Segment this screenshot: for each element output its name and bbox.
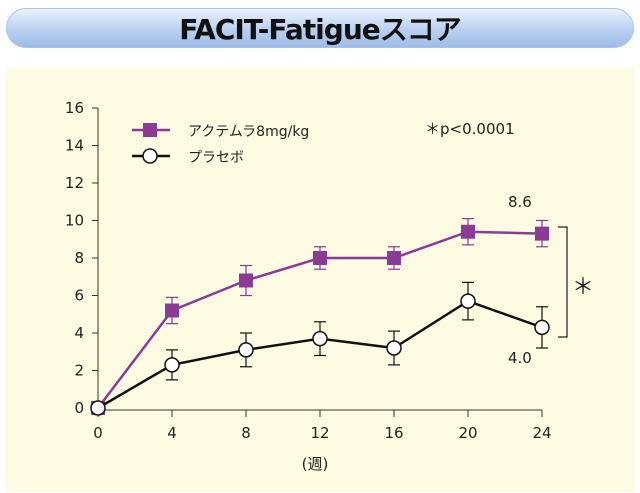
data-point <box>386 340 402 356</box>
series-0 <box>91 218 549 415</box>
p-value-label: ＊p<0.0001 <box>425 120 515 138</box>
significance-bracket <box>558 226 568 338</box>
series-layer <box>90 218 550 416</box>
data-point <box>461 224 475 239</box>
title-bar: FACIT-Fatigueスコア <box>6 8 634 48</box>
y-tick-label: 8 <box>74 249 84 267</box>
y-tick-label: 6 <box>74 287 84 305</box>
end-value-top: 8.6 <box>508 193 532 211</box>
x-tick-label: 12 <box>310 424 329 442</box>
data-point <box>90 400 106 416</box>
series-1 <box>90 281 550 416</box>
x-tick-label: 4 <box>167 424 177 442</box>
legend-label-placebo: プラセボ <box>188 150 244 166</box>
data-point <box>165 303 179 318</box>
y-tick-label: 0 <box>74 399 84 417</box>
legend-marker-actemra <box>143 123 157 137</box>
y-tick-label: 10 <box>65 212 84 230</box>
data-point <box>239 273 253 288</box>
y-tick-label: 12 <box>65 174 84 192</box>
data-point <box>460 293 476 309</box>
data-point <box>164 357 180 373</box>
significance-mark: ＊ <box>572 275 594 300</box>
y-tick-label: 2 <box>74 362 84 380</box>
x-tick-label: 20 <box>458 424 477 442</box>
x-tick-label: 16 <box>384 424 403 442</box>
end-value-bottom: 4.0 <box>508 349 532 367</box>
data-point <box>535 226 549 241</box>
data-point <box>238 342 254 358</box>
chart-panel <box>5 68 635 492</box>
y-tick-label: 4 <box>74 324 84 342</box>
y-tick-label: 14 <box>65 137 84 155</box>
data-point <box>312 330 328 347</box>
y-tick-label: 16 <box>65 99 84 117</box>
x-tick-label: 8 <box>241 424 251 442</box>
legend-label-actemra: アクテムラ8mg/kg <box>188 124 309 140</box>
data-point <box>387 251 401 265</box>
chart-title: FACIT-Fatigueスコア <box>179 13 462 46</box>
x-axis-label: (週) <box>302 455 329 473</box>
x-tick-label: 24 <box>532 424 551 442</box>
legend: アクテムラ8mg/kg プラセボ <box>132 123 309 166</box>
data-point <box>534 319 550 336</box>
data-point <box>313 251 327 265</box>
legend-marker-placebo <box>142 148 158 164</box>
x-tick-label: 0 <box>93 424 103 442</box>
